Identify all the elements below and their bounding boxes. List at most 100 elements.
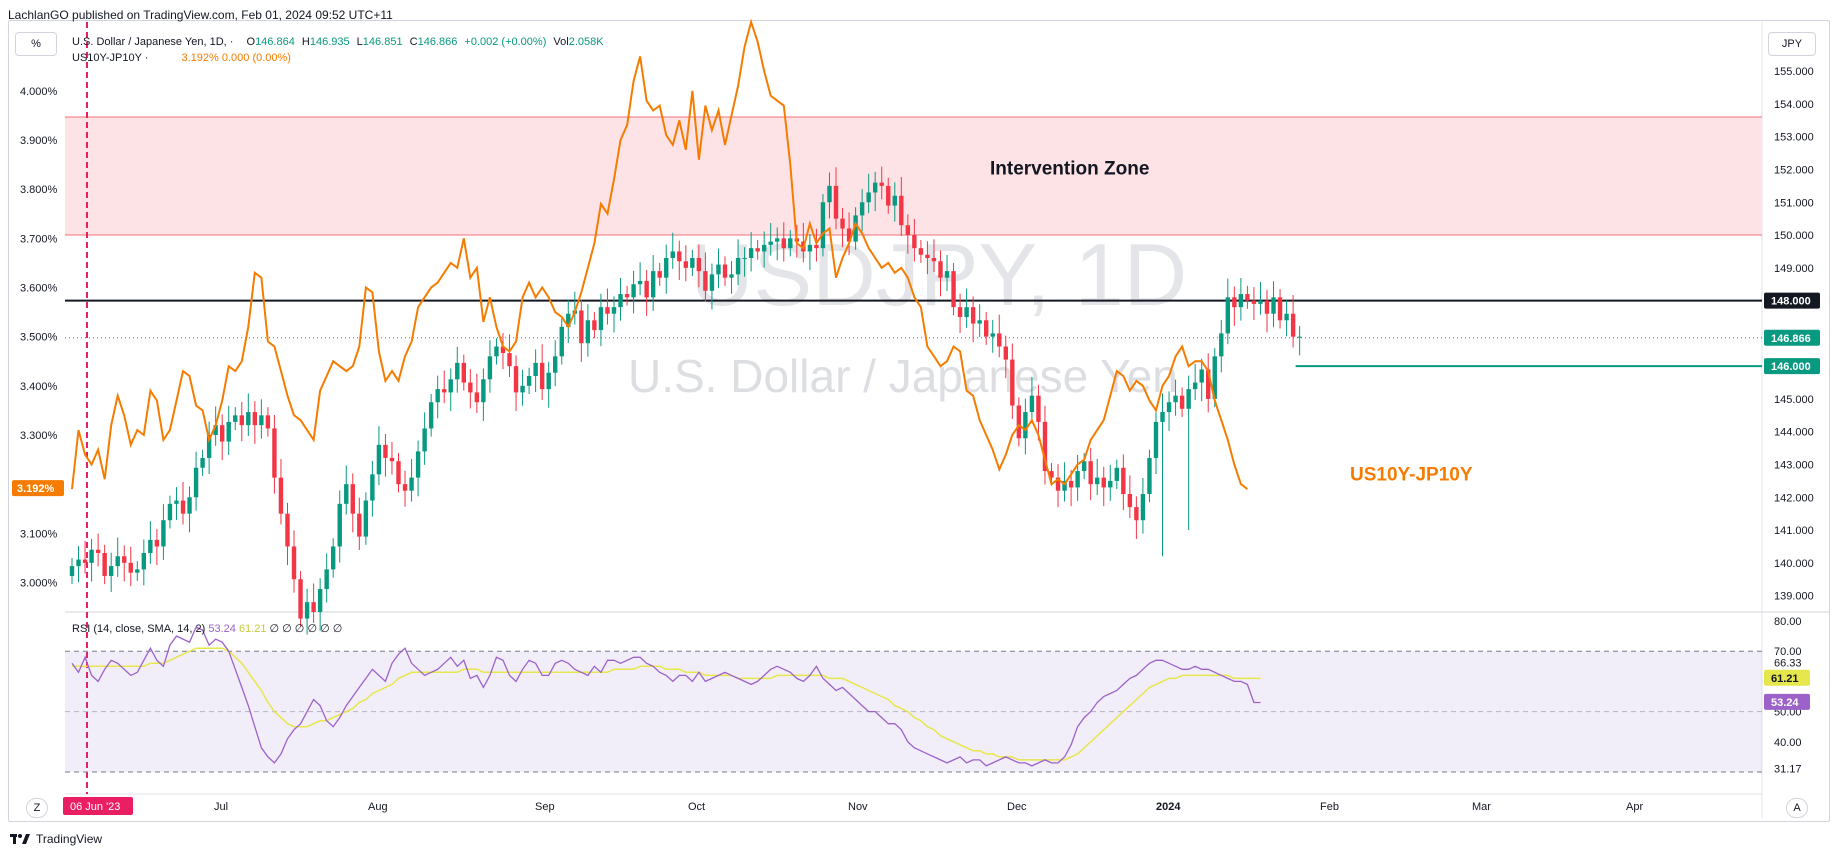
candle-body: [442, 389, 447, 393]
candle-body: [213, 425, 218, 435]
volume: Vol2.058K: [553, 36, 604, 48]
candle-body: [154, 539, 160, 547]
right-axis-tick: 139.000: [1774, 591, 1814, 603]
candle-body: [520, 385, 525, 393]
candle-body: [402, 484, 408, 491]
candle-body: [579, 310, 584, 344]
spread-line: [71, 18, 1249, 490]
candle-body: [252, 412, 258, 426]
z-button[interactable]: Z: [26, 798, 48, 818]
candle-body: [905, 225, 911, 236]
candle-body: [246, 412, 251, 426]
tradingview-logo-icon: [10, 834, 30, 844]
candle-body: [1290, 313, 1296, 337]
candle-body: [938, 261, 943, 278]
candle-body: [768, 241, 773, 245]
candle-body: [317, 589, 323, 612]
candle-body: [925, 254, 930, 258]
candle-body: [311, 602, 316, 612]
candle-body: [1088, 461, 1093, 485]
candle-body: [1062, 480, 1067, 491]
overlay-symbol-legend: US10Y-JP10Y · 3.192% 0.000 (0.00%): [72, 52, 291, 64]
candle-body: [461, 362, 466, 383]
right-axis-tick: 142.000: [1774, 492, 1814, 504]
candle-body: [331, 546, 336, 570]
candle-body: [1166, 402, 1172, 413]
time-axis-tick: Feb: [1320, 801, 1339, 813]
candle-body: [389, 457, 395, 462]
candle-body: [892, 195, 897, 206]
candle-body: [951, 271, 956, 308]
currency-button[interactable]: JPY: [1768, 32, 1816, 56]
candle-body: [396, 461, 401, 485]
rsi-axis-tick: 40.00: [1774, 737, 1802, 749]
left-axis-tick: 3.600%: [20, 283, 58, 295]
candle-body: [755, 248, 760, 252]
candle-body: [696, 258, 702, 272]
candle-body: [631, 284, 636, 298]
right-axis-tick: 140.000: [1774, 558, 1814, 570]
candle-body: [1192, 382, 1198, 390]
candle-body: [886, 185, 891, 206]
spread-axis-label-bg: [12, 480, 64, 497]
candle-body: [624, 294, 630, 298]
candle-body: [1199, 369, 1204, 383]
candle-body: [931, 258, 937, 262]
left-axis-tick: 3.700%: [20, 233, 58, 245]
candle-body: [970, 307, 976, 324]
right-axis-tick: 151.000: [1774, 197, 1814, 209]
ohlc-change: +0.002 (+0.00%): [464, 36, 547, 48]
candle-body: [1134, 507, 1139, 521]
candle-body: [1010, 359, 1015, 406]
candle-body: [984, 320, 989, 337]
candle-body: [1042, 421, 1048, 472]
candle-body: [435, 389, 440, 403]
candle-body: [76, 559, 81, 567]
candle-body: [304, 602, 310, 619]
candle-body: [566, 313, 571, 327]
candle-body: [1245, 294, 1250, 301]
candle-body: [265, 415, 271, 429]
candle-body: [507, 353, 512, 367]
tradingview-logo[interactable]: TradingView: [10, 832, 102, 846]
candle-body: [1068, 480, 1074, 488]
candle-body: [664, 258, 669, 278]
candle-body: [487, 356, 493, 380]
right-axis-tick: 152.000: [1774, 165, 1814, 177]
time-axis-tick: Nov: [848, 801, 868, 813]
rsi-axis-tick: 70.00: [1774, 646, 1802, 658]
auto-scale-button[interactable]: A: [1786, 798, 1808, 818]
candle-body: [729, 274, 734, 278]
published-by-text: LachlanGO published on TradingView.com, …: [8, 8, 393, 22]
chart-frame: [8, 20, 1830, 822]
support-price-label-bg: [1764, 358, 1820, 375]
candle-body: [1297, 336, 1302, 338]
candle-body: [1219, 333, 1224, 357]
candle-body: [193, 467, 199, 498]
candle-body: [1277, 297, 1283, 321]
time-axis-tick: Oct: [688, 801, 705, 813]
candle-body: [455, 362, 460, 380]
candle-body: [553, 356, 558, 373]
watermark-subtitle: U.S. Dollar / Japanese Yen: [628, 350, 1178, 402]
candle-body: [422, 428, 427, 452]
right-axis-tick: 141.000: [1774, 525, 1814, 537]
right-axis-tick: 143.000: [1774, 460, 1814, 472]
candle-body: [716, 264, 721, 275]
right-axis-tick: 145.000: [1774, 394, 1814, 406]
candle-body: [997, 333, 1002, 347]
candle-body: [1206, 369, 1211, 399]
time-axis-tick: Dec: [1007, 801, 1027, 813]
candle-body: [1049, 471, 1054, 478]
left-axis-tick: 3.300%: [20, 430, 58, 442]
candle-body: [376, 444, 382, 475]
percent-scale-button[interactable]: %: [15, 32, 57, 56]
candle-body: [285, 513, 290, 547]
candle-body: [383, 444, 388, 458]
candle-body: [598, 307, 604, 331]
candle-body: [644, 280, 649, 298]
time-axis-tick: Mar: [1472, 801, 1491, 813]
candle-body: [1095, 477, 1100, 485]
candle-body: [337, 503, 342, 547]
